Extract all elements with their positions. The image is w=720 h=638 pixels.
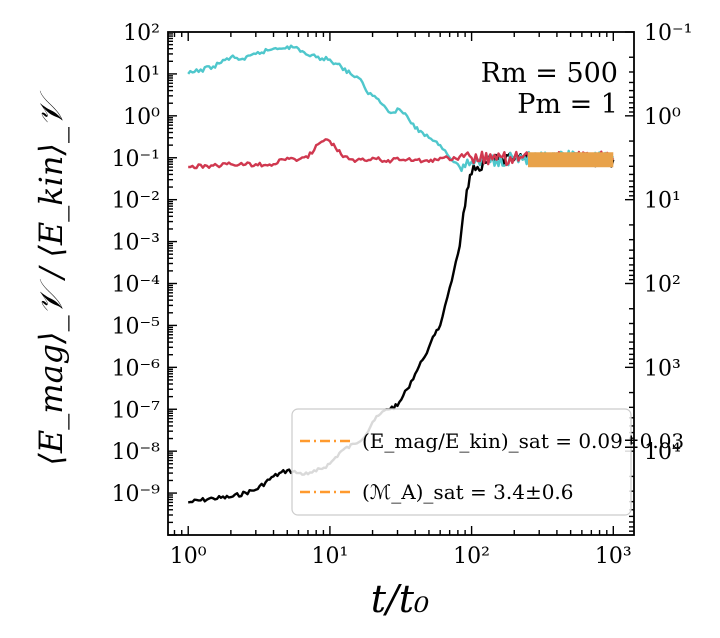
x-tick-label: 10⁰ — [170, 544, 207, 569]
legend-label-mach: (ℳ_A)_sat = 3.4±0.6 — [362, 480, 574, 504]
axis-ticks — [168, 31, 634, 536]
annotation-pm: Pm = 1 — [517, 89, 618, 120]
legend-label-ratio: (E_mag/E_kin)_sat = 0.09±0.03 — [362, 429, 684, 453]
y-tick-label: 10⁻⁶ — [112, 356, 161, 381]
x-tick-label: 10² — [453, 544, 490, 569]
y2-tick-label: 10³ — [644, 356, 681, 381]
y-tick-label: 10⁻⁷ — [112, 398, 161, 423]
y-tick-label: 10⁻⁹ — [112, 482, 161, 507]
y2-tick-label: 10² — [644, 273, 681, 298]
y-tick-label: 10⁻² — [112, 189, 160, 214]
y2-tick-label: 10¹ — [644, 189, 681, 214]
y-tick-label: 10⁻⁴ — [112, 273, 161, 298]
y-axis-title: ⟨E_mag⟩_𝒱 / ⟨E_kin⟩_𝒱 — [32, 90, 70, 466]
y-tick-label: 10⁻⁵ — [112, 314, 160, 339]
y-tick-label: 10⁻¹ — [112, 147, 160, 172]
y2-tick-label: 10⁰ — [644, 105, 681, 130]
x-tick-label: 10³ — [595, 544, 632, 569]
legend: (E_mag/E_kin)_sat = 0.09±0.03 (ℳ_A)_sat … — [291, 408, 684, 516]
series-layer — [187, 44, 615, 504]
y-tick-label: 10⁻³ — [112, 231, 160, 256]
x-axis-title: t/t₀ — [371, 577, 430, 621]
x-tick-label: 10¹ — [311, 544, 348, 569]
y-tick-label: 10² — [123, 21, 160, 46]
y2-tick-label: 10⁻¹ — [644, 21, 692, 46]
y-tick-label: 10¹ — [123, 63, 160, 88]
tick-labels: 10⁰ 10¹ 10² 10³ 10² 10¹ 10⁰ 10⁻¹ 10⁻² 10⁻³ 10⁻⁴ 10⁻… — [112, 21, 693, 569]
y-tick-label: 10⁻⁸ — [112, 440, 161, 465]
legend-box — [291, 408, 632, 516]
annotation-rm: Rm = 500 — [481, 58, 618, 89]
y2-tick-label: 10⁴ — [644, 440, 681, 465]
y-tick-label: 10⁰ — [123, 105, 160, 130]
